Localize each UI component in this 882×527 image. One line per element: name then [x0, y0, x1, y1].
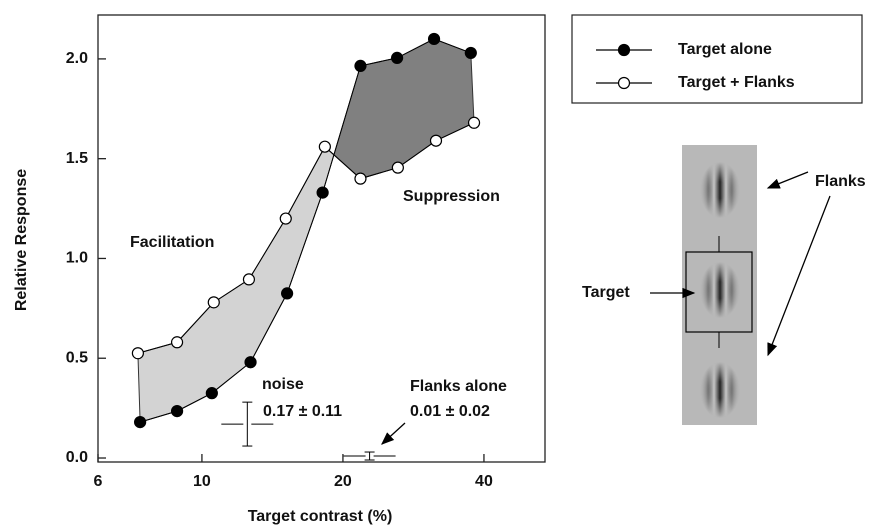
annotation: 0.01 ± 0.02 [410, 403, 490, 420]
marker [316, 186, 329, 199]
y-tick-label: 0.5 [66, 349, 88, 366]
plot-frame [97, 14, 546, 463]
region-label: Suppression [403, 188, 500, 205]
marker [205, 387, 218, 400]
x-tick-label: 10 [193, 473, 211, 490]
y-tick-label: 2.0 [66, 50, 88, 67]
gabor [700, 162, 740, 218]
marker [207, 296, 220, 309]
marker [391, 161, 404, 174]
arrow [767, 195, 831, 357]
inset-label: Target [582, 284, 630, 301]
marker [279, 212, 292, 225]
inset: Target Flanks [582, 145, 866, 425]
suppression-region [333, 38, 475, 180]
x-axis-label: Target contrast (%) [248, 508, 393, 525]
marker [429, 134, 443, 147]
marker [242, 273, 256, 286]
region-label: Facilitation [130, 234, 214, 251]
legend-marker [617, 43, 631, 57]
gabor [700, 362, 740, 418]
annotation: 0.17 ± 0.11 [263, 403, 342, 420]
marker [134, 415, 147, 429]
annotation: noise [262, 376, 304, 393]
y-tick-label: 1.0 [66, 250, 88, 267]
marker [464, 46, 477, 60]
marker [281, 287, 294, 300]
legend-label: Target + Flanks [678, 74, 795, 91]
marker [390, 51, 404, 65]
series-line [139, 38, 471, 423]
x-tick-label: 6 [94, 473, 103, 490]
x-tick-label: 40 [475, 473, 493, 490]
marker [354, 172, 367, 185]
legend [571, 14, 863, 104]
facilitation-region [137, 145, 335, 423]
arrow [381, 422, 406, 445]
marker [170, 336, 184, 349]
series-line [137, 122, 475, 354]
legend-marker [617, 76, 631, 90]
marker [244, 356, 257, 369]
inset-label: Flanks [815, 173, 866, 190]
marker [318, 140, 331, 153]
arrow [766, 171, 809, 189]
y-tick-label: 0.0 [66, 449, 88, 466]
marker [131, 347, 144, 360]
y-axis-label: Relative Response [13, 169, 30, 311]
marker [427, 32, 441, 46]
y-tick-label: 1.5 [66, 150, 88, 167]
annotation: Flanks alone [410, 378, 507, 395]
gabor [700, 262, 740, 318]
x-tick-label: 20 [334, 473, 352, 490]
marker [354, 59, 367, 72]
legend-label: Target alone [678, 41, 772, 58]
marker [467, 116, 481, 129]
marker [170, 405, 184, 418]
